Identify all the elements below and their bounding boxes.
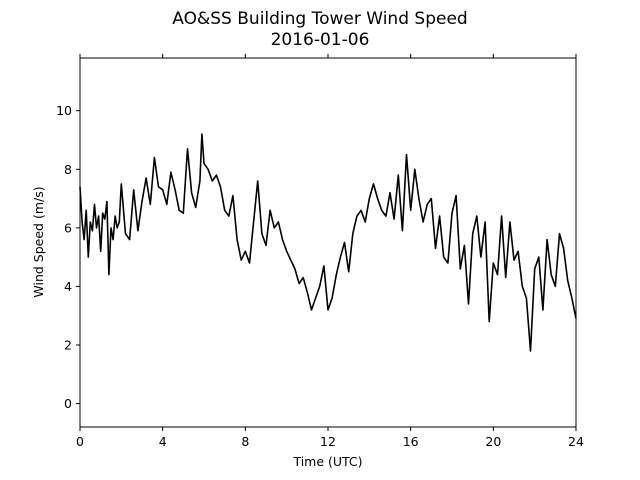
x-axis-label: Time (UTC)	[292, 454, 362, 469]
x-tick-label: 12	[320, 434, 336, 449]
y-axis-label: Wind Speed (m/s)	[31, 186, 46, 297]
plot-frame	[79, 57, 577, 428]
x-tick-label: 24	[568, 434, 584, 449]
y-tick-label: 0	[64, 396, 72, 411]
x-tick-label: 16	[403, 434, 419, 449]
y-tick-label: 6	[64, 220, 72, 235]
chart-title: AO&SS Building Tower Wind Speed	[172, 9, 467, 29]
chart-subtitle: 2016-01-06	[271, 30, 370, 50]
x-tick-label: 0	[76, 434, 84, 449]
y-tick-label: 2	[64, 338, 72, 353]
y-tick-label: 4	[64, 279, 72, 294]
y-tick-label: 10	[56, 103, 72, 118]
x-tick-label: 8	[241, 434, 249, 449]
y-tick-label: 8	[64, 162, 72, 177]
x-tick-label: 4	[159, 434, 167, 449]
x-tick-label: 20	[485, 434, 501, 449]
series-layer	[79, 133, 577, 352]
series-line-0	[79, 133, 577, 352]
